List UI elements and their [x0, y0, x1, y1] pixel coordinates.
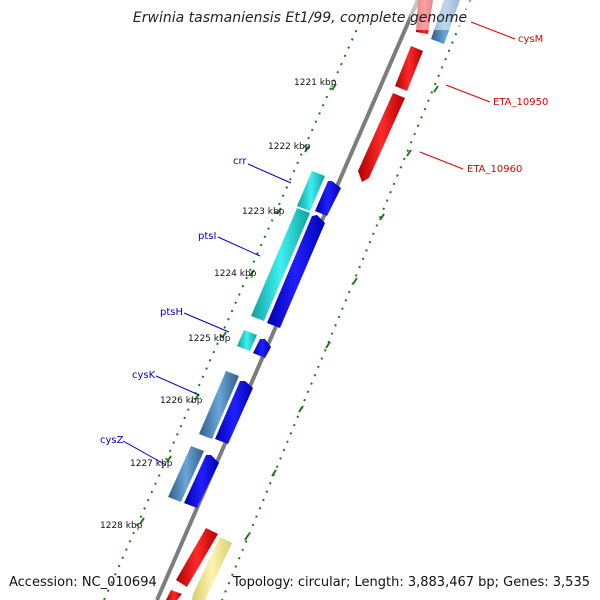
label-ETA_10950[interactable]: ETA_10950 — [493, 97, 548, 108]
crr-leader-line — [247, 163, 292, 184]
feature-ptsI-cds[interactable] — [267, 215, 325, 328]
cysZ-leader-line — [122, 440, 167, 466]
feature-cysZ-gene[interactable] — [168, 446, 204, 502]
ruler-label-1227: 1227 kbp — [130, 459, 173, 469]
ruler-label-1222: 1222 kbp — [268, 142, 311, 152]
ptsI-leader-line — [217, 236, 261, 257]
ruler-label-1228: 1228 kbp — [100, 521, 143, 531]
ETA_10950-leader-line — [445, 84, 491, 103]
feature-bottom-red-2[interactable] — [166, 590, 182, 600]
accession-text: Accession: NC_010694 — [9, 575, 157, 590]
ruler-label-1225: 1225 kbp — [188, 334, 231, 344]
ptsH-leader-line — [183, 312, 230, 333]
label-cysZ[interactable]: cysZ — [100, 435, 124, 446]
feature-ptsH-cds[interactable] — [253, 339, 271, 358]
feature-cysK-gene[interactable] — [199, 371, 239, 439]
feature-ETA_10950-cds[interactable] — [395, 46, 423, 91]
outer-ruler-major-ticks — [139, 83, 337, 525]
feature-ptsI-gene[interactable] — [251, 208, 310, 321]
feature-bottom-red-1[interactable] — [176, 528, 218, 587]
feature-ETA_10960-cds[interactable] — [358, 93, 405, 182]
right-gene-labels: cysM ETA_10950 ETA_10960 — [419, 21, 548, 175]
map-title: Erwinia tasmaniensis Et1/99, complete ge… — [132, 10, 468, 26]
ruler-label-1224: 1224 kbp — [214, 269, 257, 279]
inner-ruler-major-ticks — [244, 85, 439, 541]
inner-ruler-track — [221, 0, 471, 600]
feature-crr-gene[interactable] — [297, 171, 325, 211]
feature-bottom-yellow[interactable] — [192, 537, 232, 600]
label-ETA_10960[interactable]: ETA_10960 — [467, 164, 522, 175]
outer-ruler-track — [103, 21, 361, 600]
cysK-leader-line — [155, 375, 200, 396]
ruler-label-1226: 1226 kbp — [160, 396, 203, 406]
feature-cysK-cds[interactable] — [215, 381, 253, 444]
feature-cysZ-cds[interactable] — [184, 455, 219, 508]
title-overlay — [410, 0, 470, 30]
label-ptsH[interactable]: ptsH — [160, 307, 183, 318]
ruler-label-1223: 1223 kbp — [242, 207, 285, 217]
label-crr[interactable]: crr — [233, 156, 247, 167]
label-cysM[interactable]: cysM — [518, 34, 543, 45]
feature-crr-cds[interactable] — [315, 181, 341, 216]
label-cysK[interactable]: cysK — [132, 370, 156, 381]
feature-ptsH-gene[interactable] — [237, 330, 257, 351]
ETA_10960-leader-line — [419, 151, 464, 170]
cysM-leader-line — [470, 21, 516, 40]
ruler-label-1221: 1221 kbp — [294, 78, 337, 88]
ruler-labels: 1221 kbp 1222 kbp 1223 kbp 1224 kbp 1225… — [100, 78, 337, 531]
genome-summary-text: Topology: circular; Length: 3,883,467 bp… — [232, 575, 590, 590]
left-gene-labels: crr ptsI ptsH cysK cysZ — [100, 156, 292, 466]
label-ptsI[interactable]: ptsI — [198, 231, 216, 242]
